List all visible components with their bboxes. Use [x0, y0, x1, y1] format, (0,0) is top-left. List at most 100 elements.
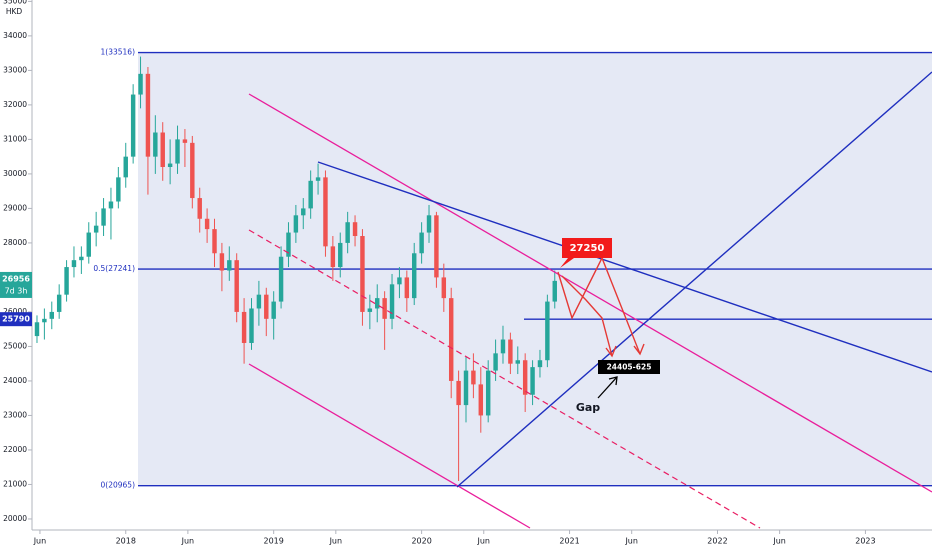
price-axis	[0, 0, 32, 530]
candle-body	[530, 367, 535, 395]
candle-body	[256, 294, 262, 309]
trend-line	[317, 161, 932, 373]
candle-body	[123, 156, 128, 178]
x-tick-label: 2023	[855, 537, 875, 546]
arrow-head	[605, 345, 617, 358]
channel-lower	[248, 363, 531, 529]
candle-body	[552, 280, 557, 302]
candle-body	[397, 277, 402, 285]
candle-body	[308, 180, 313, 209]
last-price-label: 26956	[2, 274, 30, 283]
y-tick-label: 34000	[3, 31, 27, 40]
annotations: 27250 24405-625 Gap	[560, 238, 660, 414]
candle-body	[367, 308, 373, 312]
candle-body	[493, 353, 498, 371]
x-tick-label: Jun	[33, 537, 47, 546]
candle-body	[426, 215, 432, 233]
candle-body	[197, 198, 202, 219]
candle-body	[323, 177, 328, 247]
candle-body	[234, 260, 239, 312]
zone-label: 24405-625	[607, 363, 652, 372]
candle-body	[537, 360, 543, 368]
x-tick-label: Jun	[624, 537, 638, 546]
y-tick-label: 24000	[3, 376, 27, 385]
candle-body	[101, 208, 106, 226]
candle-body	[301, 208, 306, 216]
drawings	[248, 71, 932, 529]
candle-body	[515, 360, 520, 364]
y-tick-label: 28000	[3, 238, 27, 247]
x-tick-label: Jun	[477, 537, 491, 546]
candle-body	[160, 132, 165, 168]
candle-body	[441, 277, 447, 299]
candle-body	[212, 229, 217, 254]
x-tick-label: Jun	[329, 537, 343, 546]
candle-body	[79, 256, 84, 261]
y-tick-label: 21000	[3, 479, 27, 488]
candle-body	[330, 246, 336, 268]
candle-body	[138, 73, 143, 95]
candle-body	[478, 384, 484, 416]
y-tick-label: 25000	[3, 341, 27, 350]
candle-body	[448, 298, 454, 381]
candle-body	[153, 132, 158, 157]
x-tick-label: Jun	[772, 537, 786, 546]
x-tick-label: 2021	[559, 537, 579, 546]
fib-label: 0(20965)	[101, 481, 136, 490]
fib-label: 1(33516)	[101, 48, 136, 57]
candle-body	[278, 256, 284, 302]
gap-arrow	[597, 376, 618, 399]
last-price-box	[0, 271, 32, 298]
line-price-box	[0, 312, 32, 327]
arrow-path	[561, 275, 613, 357]
candle-body	[419, 232, 424, 254]
y-tick-label: 22000	[3, 445, 27, 454]
x-tick-label: Jun	[181, 537, 195, 546]
arrow-head	[633, 343, 645, 356]
candle-body	[471, 370, 476, 385]
candle-body	[382, 298, 387, 319]
candle-body	[71, 260, 77, 268]
x-tick-label: 2020	[411, 537, 431, 546]
candle-body	[434, 215, 439, 278]
candle-body	[293, 215, 299, 233]
candle-body	[116, 177, 121, 202]
candle-body	[204, 218, 210, 230]
candle-body	[545, 301, 550, 361]
candle-body	[182, 139, 188, 143]
candle-body	[352, 222, 358, 237]
x-tick-label: 2019	[264, 537, 284, 546]
candle-body	[167, 163, 173, 168]
candle-body	[485, 370, 491, 416]
candle-body	[264, 294, 269, 319]
trend-line	[456, 71, 932, 488]
candle-body	[175, 139, 180, 164]
candle-body	[271, 301, 276, 319]
x-tick-label: 2018	[116, 537, 136, 546]
candle-body	[219, 253, 225, 271]
line-price-label: 25790	[2, 315, 30, 324]
candle-body	[360, 236, 365, 312]
y-tick-label: 30000	[3, 169, 27, 178]
y-tick-label: 20000	[3, 514, 27, 523]
fib-area: 1(33516) 0.5(27241) 0(20965)	[93, 48, 932, 490]
target-label: 27250	[570, 243, 605, 254]
y-tick-label: 26000	[3, 307, 27, 316]
y-tick-label: 35000	[3, 0, 27, 5]
candle-body	[508, 339, 513, 364]
candle-body	[404, 277, 410, 299]
candle-body	[93, 225, 99, 233]
currency-label: HKD	[6, 7, 23, 16]
y-tick-label: 31000	[3, 134, 27, 143]
candle-body	[375, 298, 380, 309]
candle-body	[522, 360, 528, 395]
candle-body	[500, 339, 506, 354]
candle-body	[315, 177, 321, 181]
arrow-path	[557, 256, 641, 355]
candle-body	[145, 73, 151, 157]
zone-box	[598, 360, 660, 374]
target-box	[560, 238, 612, 268]
candle-body	[241, 311, 247, 343]
